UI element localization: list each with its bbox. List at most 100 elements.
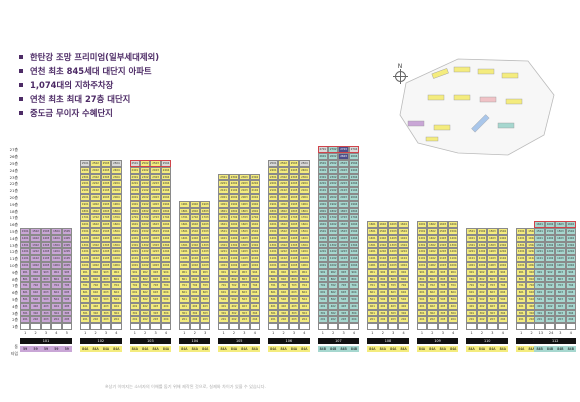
unit-cell: 902 <box>228 268 240 276</box>
unit-cell <box>140 323 151 330</box>
unit-cell: 1203 <box>388 248 399 256</box>
unit-cell: 1404 <box>565 234 576 242</box>
unit-cell: 1302 <box>278 241 289 249</box>
unit-cell: 901 <box>317 268 328 276</box>
site-building <box>453 94 471 101</box>
unit-cell: 2602 <box>328 153 339 160</box>
unit-cell: 1403 <box>239 234 250 242</box>
unit-cell: 901 <box>416 268 428 276</box>
unit-cell: 1201 <box>20 248 31 256</box>
unit-cell: 502 <box>278 296 289 303</box>
unit-cell: 804 <box>51 275 62 283</box>
unit-cell: 603 <box>150 289 161 296</box>
unit-cell: 1401 <box>416 234 428 242</box>
unit-cell: 504 <box>348 296 360 303</box>
unit-cell: 2103 <box>239 187 250 194</box>
unit-cell: 603 <box>239 289 250 296</box>
unit-cell: 1603 <box>437 221 448 228</box>
unit-cell: 1203 <box>437 248 448 256</box>
unit-cell: 701 <box>20 282 31 290</box>
unit-cell: 401 <box>516 302 527 310</box>
unit-cell: 2004 <box>249 194 260 201</box>
unit-cell: 1401 <box>516 234 527 242</box>
unit-cell: 301 <box>466 309 477 317</box>
unit-cell: 202 <box>328 316 339 324</box>
unit-cell: 701 <box>367 282 378 290</box>
unit-cell: 903 <box>150 268 161 276</box>
unit-cell: 2404 <box>348 166 360 174</box>
dong-name-bar: 105 <box>218 338 260 344</box>
unit-cell: 302 <box>228 309 240 317</box>
unit-cell: 803 <box>288 275 300 283</box>
unit-cell: 1304 <box>249 241 260 249</box>
unit-cell: 1001 <box>534 262 545 269</box>
unit-cell: 1202 <box>140 248 151 256</box>
unit-cell: 1301 <box>416 241 428 249</box>
unit-cell: 402 <box>544 302 556 310</box>
unit-cell: 1203 <box>239 248 250 256</box>
unit-cell: 1504 <box>160 228 172 235</box>
unit-cell: 1204 <box>398 248 409 256</box>
unit-cell: 603 <box>100 289 112 296</box>
unit-cell: 701 <box>268 282 279 290</box>
unit-cell: 701 <box>516 282 527 290</box>
unit-cell: 1002 <box>189 262 200 269</box>
unit-cell: 1301 <box>516 241 527 249</box>
unit-cell: 1101 <box>268 255 279 262</box>
unit-cell: 304 <box>111 309 122 317</box>
site-building <box>453 66 471 73</box>
unit-cell: 201 <box>80 316 91 324</box>
unit-cell: 1402 <box>427 234 438 242</box>
unit-cell: 702 <box>30 282 41 290</box>
unit-cell: 802 <box>278 275 289 283</box>
unit-cell: 2304 <box>249 173 260 181</box>
unit-cell: 1201 <box>218 248 229 256</box>
unit-cell: 903 <box>200 268 211 276</box>
site-building <box>501 72 519 79</box>
unit-cell: 1403 <box>437 234 448 242</box>
unit-cell: 2001 <box>317 194 328 201</box>
unit-cell: 1803 <box>100 207 112 215</box>
unit-cell: 1904 <box>249 200 260 208</box>
unit-cell: 804 <box>565 275 576 283</box>
unit-cell: 1201 <box>268 248 279 256</box>
highlight-frame <box>534 221 576 228</box>
unit-cell: 1602 <box>90 221 101 228</box>
unit-cell <box>348 323 360 330</box>
unit-cell: 604 <box>160 289 172 296</box>
unit-cell: 1301 <box>317 241 328 249</box>
unit-cell: 1103 <box>100 255 112 262</box>
unit-cell <box>218 323 229 330</box>
unit-cell: 1104 <box>348 255 360 262</box>
unit-cell: 604 <box>348 289 360 296</box>
unit-cell: 303 <box>487 309 498 317</box>
unit-cell: 2104 <box>299 187 310 194</box>
unit-cell: 1404 <box>51 234 62 242</box>
unit-cell: 1804 <box>249 207 260 215</box>
unit-cell: 803 <box>200 275 211 283</box>
unit-cell: 1301 <box>129 241 140 249</box>
unit-cell: 604 <box>565 289 576 296</box>
unit-cell: 2501 <box>317 160 328 167</box>
unit-cell: 802 <box>228 275 240 283</box>
unit-cell: 704 <box>348 282 360 290</box>
unit-cell: 503 <box>437 296 448 303</box>
unit-cell: 1203 <box>150 248 161 256</box>
unit-cell: 1701 <box>218 214 229 222</box>
unit-cell <box>200 323 211 330</box>
unit-cell: 501 <box>218 296 229 303</box>
unit-cell: 1503 <box>388 228 399 235</box>
unit-cell: 602 <box>476 289 488 296</box>
unit-cell: 504 <box>299 296 310 303</box>
unit-cell: 704 <box>160 282 172 290</box>
floor-label: 4층 <box>12 303 18 309</box>
unit-type-label: 84B <box>544 346 556 352</box>
unit-cell: 605 <box>61 289 72 296</box>
unit-cell: 1005 <box>61 262 72 269</box>
unit-cell: 1101 <box>516 255 527 262</box>
unit-cell: 801 <box>466 275 477 283</box>
unit-cell: 1404 <box>448 234 459 242</box>
unit-cell: 404 <box>348 302 360 310</box>
unit-cell: 1102 <box>90 255 101 262</box>
unit-cell: 2401 <box>80 166 91 174</box>
